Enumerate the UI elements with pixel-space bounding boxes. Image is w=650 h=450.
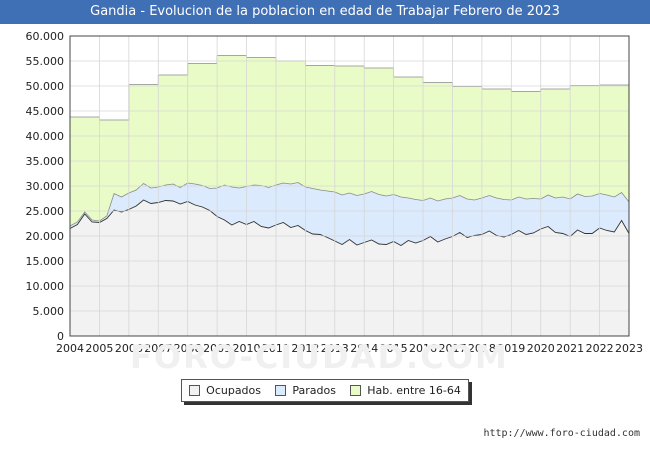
x-tick-label: 2021 <box>556 342 584 354</box>
x-tick-label: 2012 <box>291 342 319 354</box>
series-line-hab-entre-16-64 <box>70 55 629 121</box>
legend-swatch-habitantes <box>350 385 362 396</box>
y-tick-label: 40.000 <box>26 130 65 143</box>
y-tick-label: 30.000 <box>26 180 65 193</box>
plot-border <box>69 35 630 337</box>
legend-label-habitantes: Hab. entre 16-64 <box>367 384 461 397</box>
chart-legend: Ocupados Parados Hab. entre 16-64 <box>181 379 469 402</box>
watermark-text: FORO-CIUDAD.COM <box>130 338 509 376</box>
y-tick-label: 5.000 <box>33 305 65 318</box>
x-tick-label: 2011 <box>262 342 290 354</box>
y-tick-label: 25.000 <box>26 205 65 218</box>
x-tick-label: 2017 <box>438 342 466 354</box>
legend-swatch-ocupados <box>189 385 201 396</box>
source-url[interactable]: http://www.foro-ciudad.com <box>483 428 640 439</box>
legend-label-ocupados: Ocupados <box>206 384 262 397</box>
y-tick-label: 20.000 <box>26 230 65 243</box>
legend-item-habitantes: Hab. entre 16-64 <box>350 384 461 397</box>
area-chart: 0 5.000 10.000 15.000 20.000 25.000 30.000 35.0… <box>26 30 644 354</box>
x-tick-label: 2004 <box>56 342 84 354</box>
y-tick-label: 35.000 <box>26 155 65 168</box>
x-tick-label: 2022 <box>586 342 614 354</box>
chart-title: Gandia - Evolucion de la poblacion en ed… <box>0 0 650 24</box>
legend-label-parados: Parados <box>292 384 336 397</box>
y-tick-label: 60.000 <box>26 30 65 43</box>
series-line-ocupados <box>69 199 630 247</box>
series-area-ocupados <box>70 200 629 336</box>
x-tick-label: 2009 <box>203 342 231 354</box>
y-tick-label: 0 <box>57 330 64 343</box>
x-tick-label: 2014 <box>350 342 378 354</box>
x-tick-label: 2016 <box>409 342 437 354</box>
y-tick-label: 15.000 <box>26 255 65 268</box>
y-tick-label: 45.000 <box>26 105 65 118</box>
x-tick-label: 2010 <box>233 342 261 354</box>
y-tick-label: 50.000 <box>26 80 65 93</box>
legend-item-parados: Parados <box>275 384 336 397</box>
x-tick-label: 2013 <box>321 342 349 354</box>
legend-swatch-parados <box>275 385 287 396</box>
x-tick-label: 2023 <box>615 342 643 354</box>
y-tick-label: 10.000 <box>26 280 65 293</box>
x-tick-label: 2015 <box>380 342 408 354</box>
x-tick-label: 2007 <box>144 342 172 354</box>
x-tick-label: 2018 <box>468 342 496 354</box>
x-tick-label: 2019 <box>497 342 525 354</box>
x-tick-label: 2020 <box>527 342 555 354</box>
x-tick-label: 2006 <box>115 342 143 354</box>
x-tick-label: 2005 <box>85 342 113 354</box>
y-tick-label: 55.000 <box>26 55 65 68</box>
x-tick-label: 2008 <box>174 342 202 354</box>
legend-item-ocupados: Ocupados <box>189 384 261 397</box>
